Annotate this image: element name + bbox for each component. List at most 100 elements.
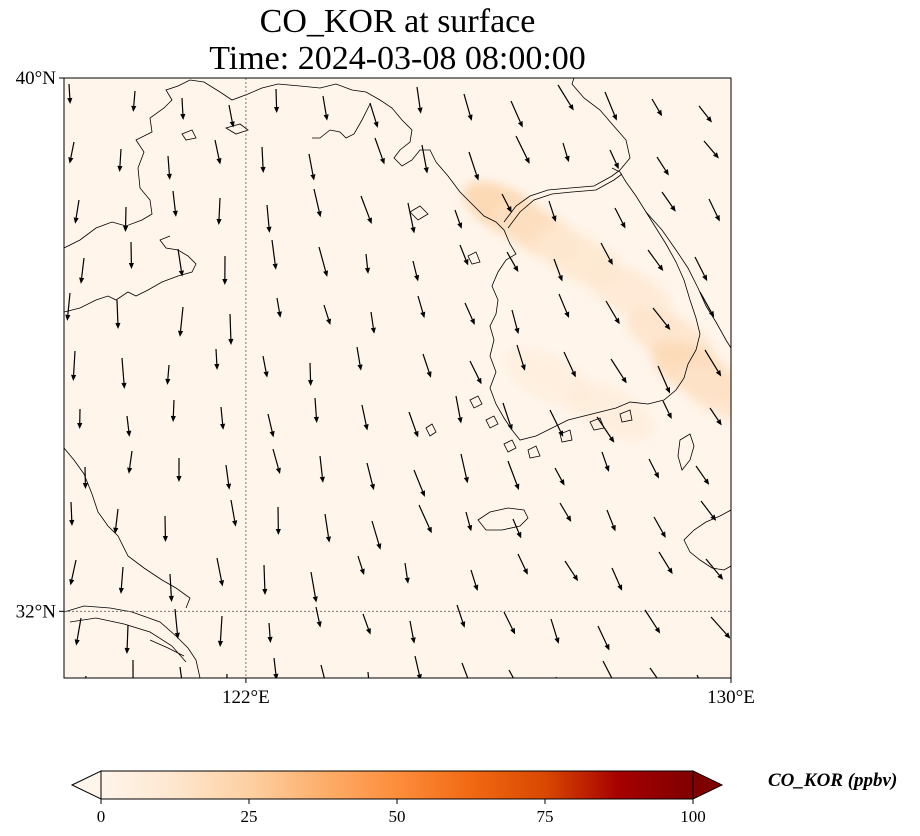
- wind-arrow-132: [357, 555, 365, 576]
- wind-arrow-134: [470, 569, 479, 591]
- wind-arrow-127: [118, 566, 124, 594]
- wind-arrow-133: [404, 562, 410, 584]
- colorbar-tick-label-50: 50: [389, 807, 406, 826]
- wind-arrow-40: [661, 191, 676, 212]
- wind-arrow-154: [85, 675, 87, 678]
- wind-arrow-152: [644, 609, 661, 634]
- wind-arrow-149: [503, 611, 516, 635]
- wind-arrow-91: [408, 411, 419, 438]
- wind-arrow-147: [409, 620, 416, 644]
- wind-arrow-145: [315, 606, 322, 628]
- wind-arrow-71: [121, 357, 127, 389]
- colorbar: 0 25 50 75 100: [70, 770, 724, 826]
- wind-arrow-57: [115, 299, 121, 329]
- tsushima-island: [677, 433, 695, 471]
- co-plume-layer: [463, 181, 731, 442]
- wind-arrow-48: [364, 253, 371, 274]
- wind-arrow-128: [168, 573, 174, 602]
- map-title-line1: CO_KOR at surface: [259, 3, 536, 40]
- wind-arrow-93: [502, 402, 513, 431]
- wind-arrow-31: [216, 197, 222, 225]
- wind-arrow-75: [307, 362, 314, 386]
- wind-arrow-44: [177, 248, 184, 277]
- wind-arrow-146: [362, 613, 371, 635]
- wind-arrow-12: [651, 98, 663, 117]
- wind-arrow-99: [127, 450, 133, 474]
- gridlines: [64, 78, 731, 678]
- wind-arrow-121: [512, 518, 522, 539]
- wind-arrow-74: [262, 355, 269, 378]
- lon-label-130e: 130°E: [707, 687, 755, 708]
- wind-arrow-164: [555, 676, 557, 678]
- wind-arrow-65: [511, 309, 520, 335]
- wind-arrow-103: [319, 455, 325, 483]
- wind-arrow-42: [79, 257, 85, 284]
- wind-arrow-150: [550, 618, 560, 644]
- colorbar-tick-label-25: 25: [241, 807, 258, 826]
- wind-arrow-10: [557, 84, 574, 111]
- plume-cell-3: [584, 261, 672, 322]
- wind-arrow-137: [611, 567, 623, 591]
- wind-arrow-130: [262, 564, 268, 595]
- plume-cell-6: [675, 361, 731, 422]
- wind-arrow-9: [510, 100, 523, 128]
- dmz-border: [503, 169, 623, 229]
- wind-arrow-138: [658, 551, 673, 575]
- wind-arrow-69: [699, 291, 715, 318]
- coastline-korea-east-north: [571, 78, 631, 171]
- wind-arrow-148: [456, 604, 466, 628]
- wind-arrow-84: [77, 408, 83, 429]
- wind-arrow-37: [501, 193, 512, 213]
- wind-arrow-14: [68, 141, 75, 164]
- colorbar-tick-label-0: 0: [97, 807, 106, 826]
- wind-arrow-26: [656, 156, 669, 176]
- colorbar-title: CO_KOR (ppbv): [768, 770, 898, 791]
- wind-arrow-87: [220, 406, 226, 430]
- wind-arrow-50: [459, 244, 469, 266]
- wind-arrow-7: [416, 86, 423, 114]
- lon-label-122e: 122°E: [222, 687, 270, 708]
- plume-cell-8: [566, 381, 654, 442]
- wind-arrow-52: [553, 258, 563, 282]
- wind-arrow-16: [166, 155, 172, 180]
- wind-arrow-67: [605, 300, 620, 325]
- wind-arrow-135: [517, 553, 528, 575]
- wind-arrow-159: [320, 664, 325, 678]
- wind-arrow-18: [260, 146, 266, 173]
- wind-arrow-98: [82, 466, 88, 489]
- wind-arrow-90: [361, 404, 369, 431]
- wind-arrow-0: [67, 83, 73, 104]
- wind-arrow-21: [421, 144, 429, 174]
- wind-arrow-66: [558, 293, 570, 318]
- wind-arrow-47: [318, 246, 329, 277]
- wind-arrow-13: [698, 105, 712, 123]
- lat-label-40n: 40°N: [16, 68, 57, 89]
- coastline-china-north: [64, 79, 437, 249]
- wind-arrow-102: [272, 448, 281, 475]
- wind-arrow-129: [216, 557, 225, 587]
- wind-arrow-32: [266, 204, 272, 233]
- jeju-island: [477, 507, 529, 531]
- wind-arrow-70: [71, 350, 77, 381]
- wind-arrow-73: [214, 348, 220, 370]
- wind-arrow-83: [704, 349, 722, 377]
- islands-liaodong: [181, 123, 481, 265]
- wind-arrow-163: [508, 669, 515, 678]
- wind-arrow-111: [695, 465, 710, 485]
- wind-arrow-144: [267, 622, 273, 643]
- wind-arrow-156: [179, 666, 183, 678]
- wind-arrow-82: [657, 365, 671, 394]
- wind-arrow-28: [73, 199, 80, 224]
- wind-arrow-85: [126, 415, 132, 437]
- wind-arrow-2: [180, 97, 186, 120]
- wind-arrow-24: [562, 142, 570, 163]
- wind-arrow-55: [694, 256, 708, 282]
- wind-arrow-41: [708, 198, 720, 222]
- wind-arrow-46: [271, 239, 278, 270]
- wind-arrow-56: [65, 292, 71, 321]
- colorbar-tick-label-75: 75: [537, 807, 554, 826]
- wind-arrow-141: [124, 624, 130, 654]
- wind-arrow-109: [601, 451, 610, 472]
- wind-arrow-160: [367, 671, 370, 678]
- wind-arrow-108: [554, 467, 565, 486]
